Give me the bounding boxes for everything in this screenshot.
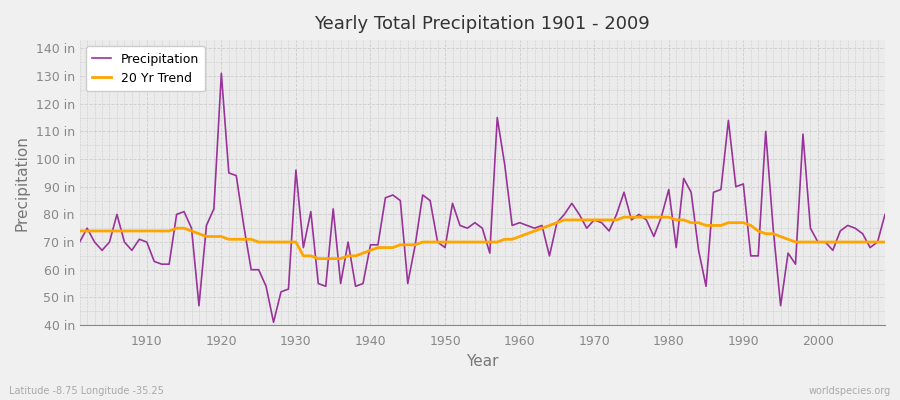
20 Yr Trend bbox=[522, 231, 533, 236]
Precipitation bbox=[522, 223, 533, 228]
Text: worldspecies.org: worldspecies.org bbox=[809, 386, 891, 396]
20 Yr Trend bbox=[350, 254, 361, 258]
20 Yr Trend bbox=[514, 234, 525, 239]
Y-axis label: Precipitation: Precipitation bbox=[15, 135, 30, 230]
Precipitation bbox=[75, 240, 86, 244]
Precipitation bbox=[268, 320, 279, 325]
20 Yr Trend bbox=[879, 240, 890, 244]
20 Yr Trend bbox=[611, 218, 622, 222]
Title: Yearly Total Precipitation 1901 - 2009: Yearly Total Precipitation 1901 - 2009 bbox=[314, 15, 650, 33]
Line: 20 Yr Trend: 20 Yr Trend bbox=[80, 217, 885, 259]
20 Yr Trend bbox=[298, 254, 309, 258]
Precipitation bbox=[216, 71, 227, 76]
Precipitation bbox=[134, 237, 145, 242]
X-axis label: Year: Year bbox=[466, 354, 499, 369]
20 Yr Trend bbox=[134, 228, 145, 233]
Precipitation bbox=[529, 226, 540, 231]
Text: Latitude -8.75 Longitude -35.25: Latitude -8.75 Longitude -35.25 bbox=[9, 386, 164, 396]
20 Yr Trend bbox=[313, 256, 324, 261]
Precipitation bbox=[357, 281, 368, 286]
20 Yr Trend bbox=[618, 215, 629, 220]
20 Yr Trend bbox=[75, 228, 86, 233]
Line: Precipitation: Precipitation bbox=[80, 73, 885, 322]
Precipitation bbox=[618, 190, 629, 195]
Legend: Precipitation, 20 Yr Trend: Precipitation, 20 Yr Trend bbox=[86, 46, 205, 91]
Precipitation bbox=[879, 212, 890, 217]
Precipitation bbox=[313, 281, 324, 286]
